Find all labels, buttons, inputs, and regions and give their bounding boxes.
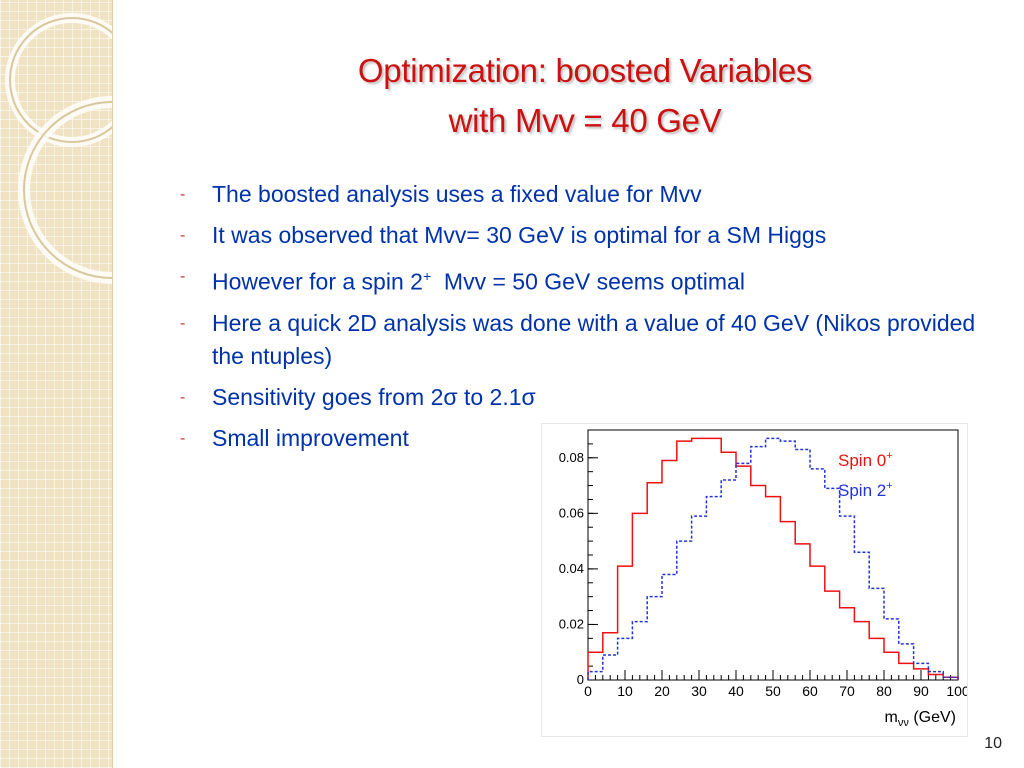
slide-title-line-1: Optimization: boosted Variables	[357, 52, 813, 89]
x-tick-label: 40	[728, 683, 744, 699]
series-line-spin0	[587, 437, 959, 680]
x-tick-label: 0	[584, 683, 592, 699]
bullet-superscript: +	[422, 268, 432, 284]
bullet-item: - The boosted analysis uses a fixed value…	[180, 178, 1000, 211]
x-tick-label: 50	[765, 683, 781, 699]
y-tick-label: 0.02	[559, 616, 584, 631]
bullet-item: - It was observed that Mvv= 30 GeV is opt…	[180, 219, 1000, 252]
bullet-marker: -	[180, 186, 186, 203]
bullet-text: Here a quick 2D analysis was done with a…	[212, 309, 976, 369]
x-tick-label: 60	[802, 683, 818, 699]
page-number: 10	[984, 735, 1002, 752]
y-tick-label: 0.06	[559, 505, 584, 520]
bullet-text: Small improvement	[212, 424, 409, 451]
bullet-item: - Sensitivity goes from 2σ to 2.1σ	[180, 381, 1000, 414]
bullet-list: - The boosted analysis uses a fixed value…	[180, 178, 1000, 463]
bullet-item: - However for a spin 2+ Mvv = 50 GeV seem…	[180, 260, 1000, 299]
bullet-item: - Here a quick 2D analysis was done with …	[180, 307, 1000, 373]
legend-entry-spin2: Spin 2+	[838, 480, 893, 500]
decorative-side-band	[0, 0, 113, 768]
bullet-marker: -	[180, 314, 186, 332]
bullet-text: Sensitivity goes from 2σ to 2.1σ	[212, 383, 536, 410]
x-tick-label: 70	[839, 683, 855, 699]
bullet-marker: -	[180, 388, 186, 406]
bullet-text: The boosted analysis uses a fixed value …	[212, 181, 702, 207]
plot-frame	[587, 429, 959, 681]
x-tick-label: 80	[876, 683, 892, 699]
histogram-svg: 0 0.02 0.04 0.06 0.08 0 10 20 30 40 50 60 70 80 90 100 S…	[559, 429, 970, 729]
x-axis-label: mνν (GeV)	[885, 709, 956, 729]
x-tick-label: 30	[691, 683, 707, 699]
x-tick-label: 90	[913, 683, 929, 699]
y-tick-label: 0	[577, 672, 584, 687]
decorative-arcs	[5, 13, 112, 284]
legend-entry-spin0: Spin 0+	[838, 450, 893, 470]
bullet-item: - Small improvement	[180, 422, 1000, 455]
y-tick-label: 0.04	[559, 561, 584, 576]
bullet-marker: -	[180, 268, 186, 285]
x-tick-label: 20	[654, 683, 670, 699]
bullet-text: It was observed that Mvv= 30 GeV is opti…	[212, 222, 827, 248]
histogram-chart: 0 0.02 0.04 0.06 0.08 0 10 20 30 40 50 60 70 80 90 100 S…	[541, 423, 970, 737]
series-line-spin2	[587, 437, 959, 680]
bullet-text-cont: Mvv = 50 GeV seems optimal	[431, 268, 745, 295]
bullet-marker: -	[180, 227, 186, 244]
slide-title-line-2: with Mvv = 40 GeV	[448, 102, 722, 139]
bullet-marker: -	[180, 429, 186, 447]
y-tick-label: 0.08	[559, 450, 584, 465]
x-tick-label: 100	[946, 683, 967, 699]
bullet-text: However for a spin 2	[212, 268, 423, 295]
x-tick-label: 10	[617, 683, 633, 699]
